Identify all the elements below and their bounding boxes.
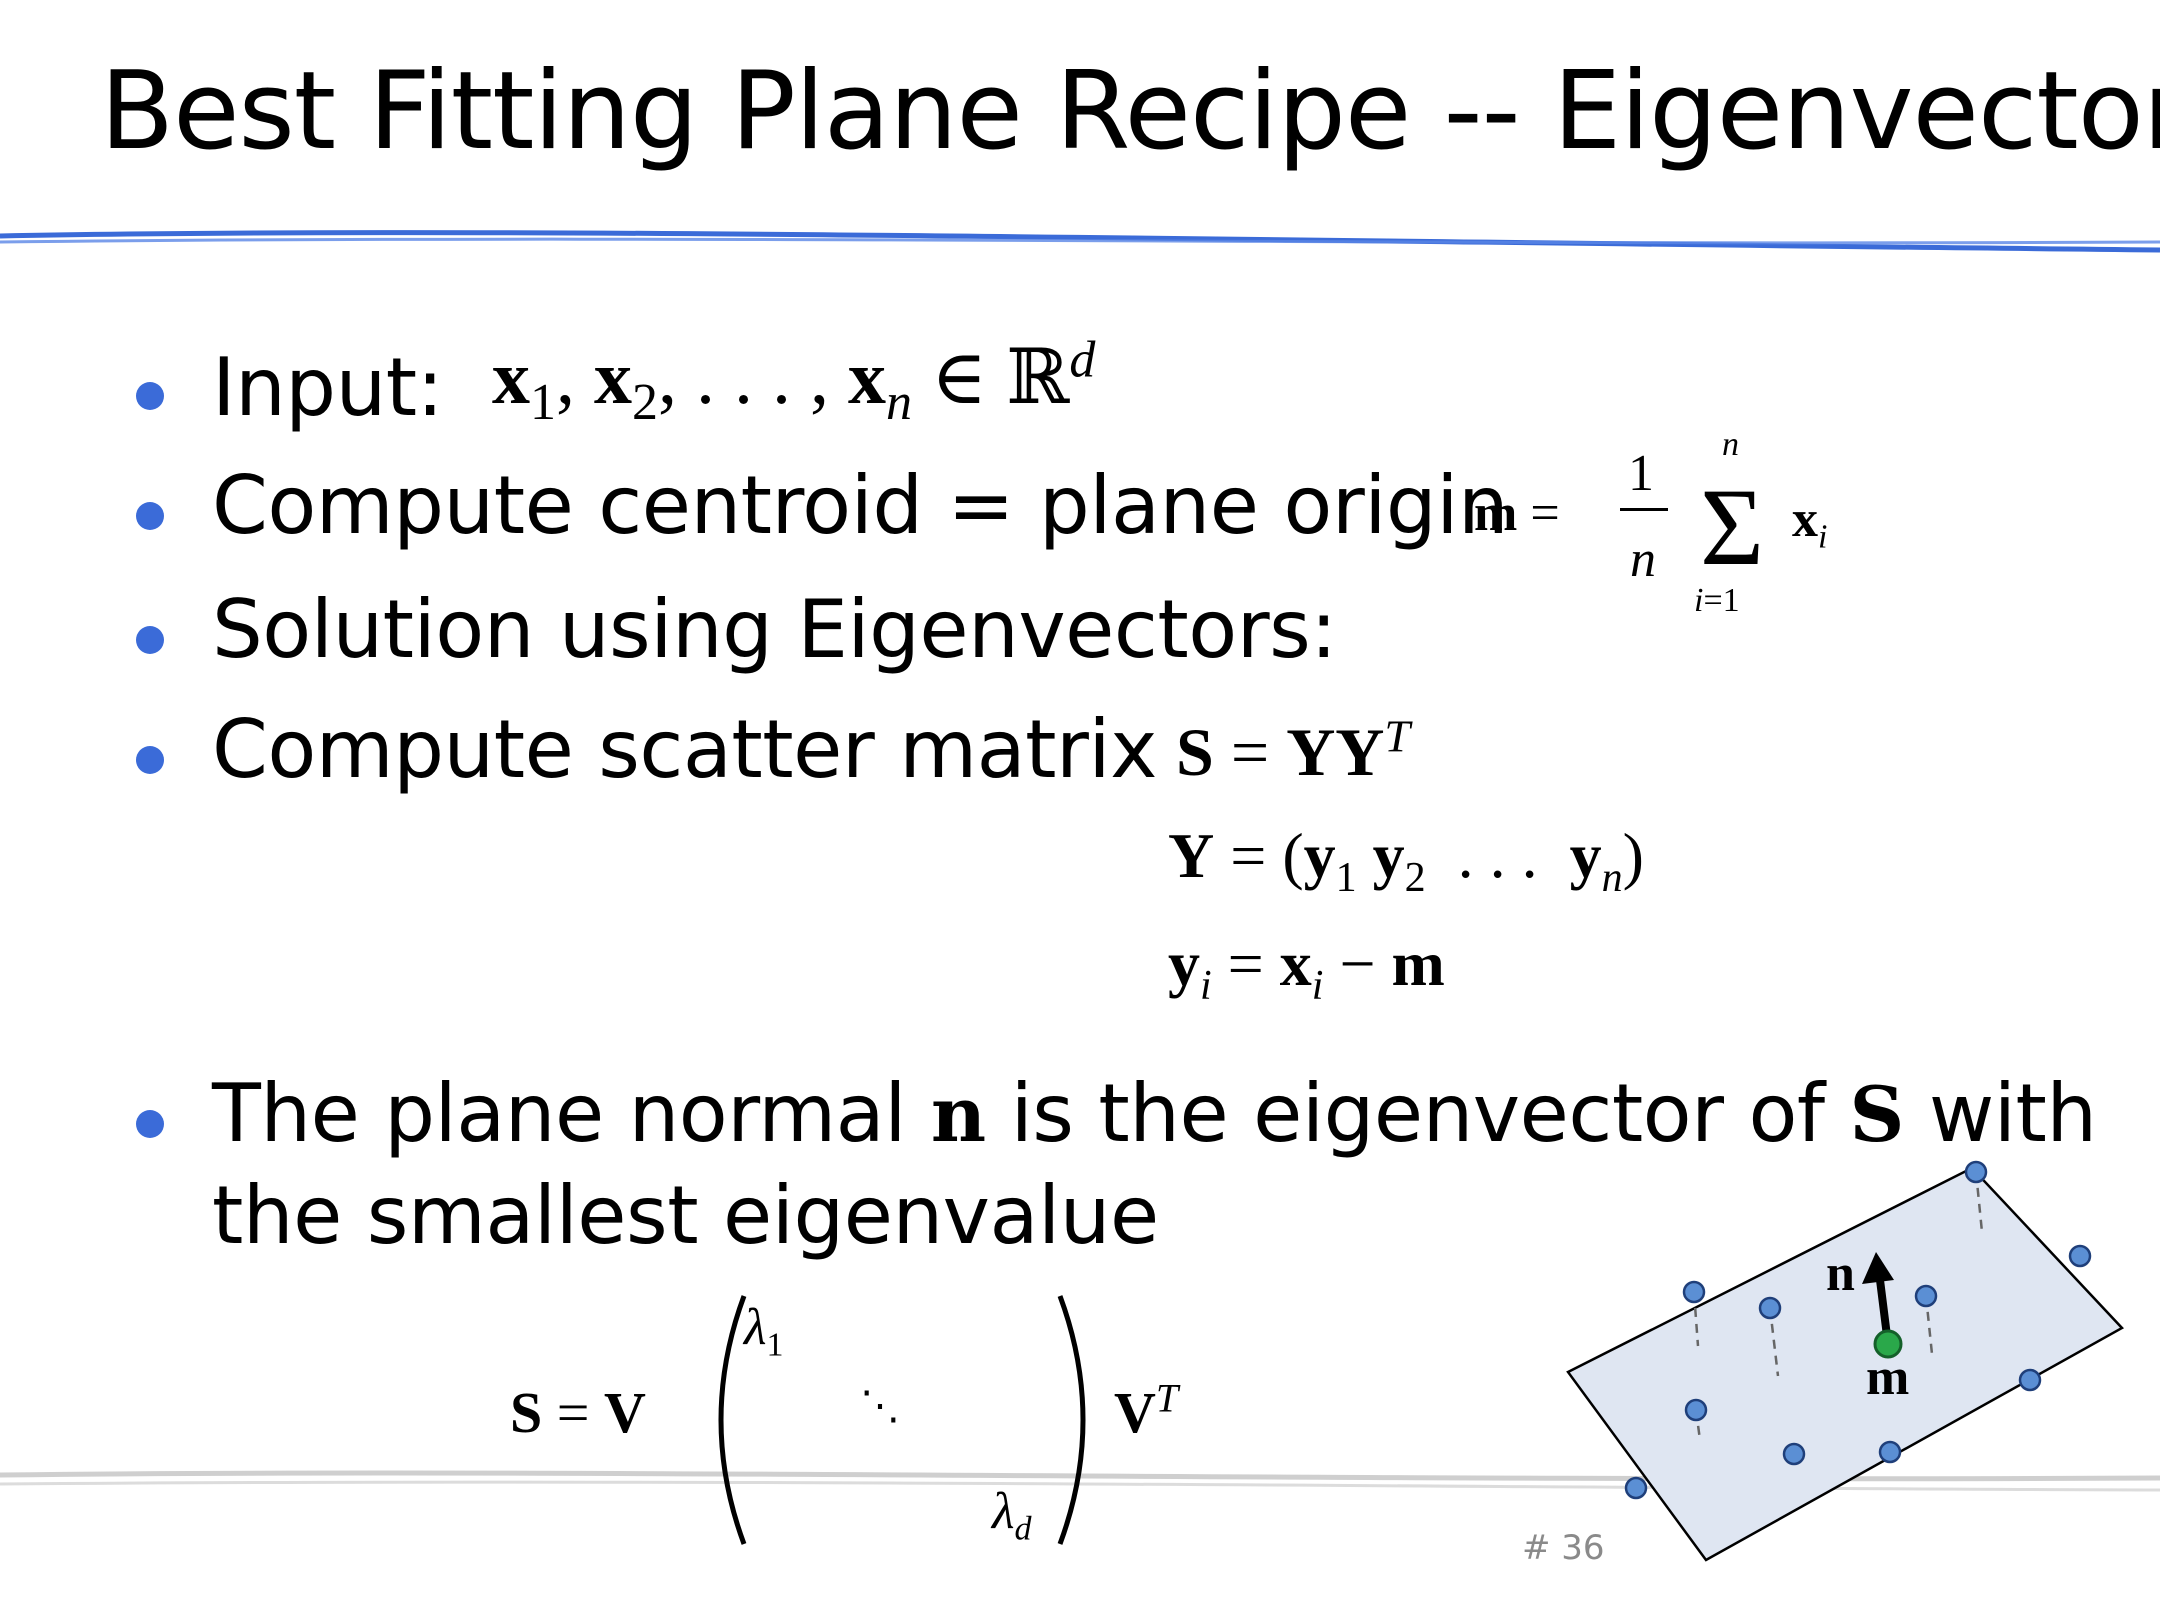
diagonal-dots: ⋱ bbox=[860, 1383, 900, 1428]
bullet-dot bbox=[136, 1110, 164, 1138]
data-point bbox=[1684, 1398, 1708, 1422]
plane-shape bbox=[1566, 1166, 2125, 1562]
data-point bbox=[1624, 1476, 1648, 1500]
bullet-dot bbox=[136, 382, 164, 410]
lambda-1: λ1 bbox=[744, 1299, 784, 1364]
normal-arrow-head bbox=[1862, 1252, 1894, 1284]
data-point bbox=[2018, 1368, 2042, 1392]
sum-sign: Σ bbox=[1700, 466, 1765, 588]
matrix-parentheses bbox=[718, 1295, 1086, 1545]
data-points bbox=[1624, 1160, 2092, 1500]
bullet-scatter-label: Compute scatter matrix bbox=[212, 703, 1157, 796]
bullet-normal-line2: the smallest eigenvalue bbox=[212, 1169, 1159, 1262]
fraction-bar bbox=[1620, 508, 1668, 511]
bullet-normal-line1: The plane normal n is the eigenvector of… bbox=[212, 1067, 2097, 1160]
centroid-equation: m = bbox=[1474, 485, 1560, 542]
bullet-dot bbox=[136, 502, 164, 530]
bullet-solution-label: Solution using Eigenvectors: bbox=[212, 583, 1337, 676]
data-point bbox=[1964, 1160, 1988, 1184]
slide-title: Best Fitting Plane Recipe -- Eigenvector… bbox=[100, 49, 2160, 174]
data-point bbox=[2068, 1244, 2092, 1268]
decomposition-equation: S = V bbox=[510, 1380, 646, 1445]
centroid-label: m bbox=[1866, 1349, 1910, 1406]
bullet-dot bbox=[136, 746, 164, 774]
centroid-point bbox=[1873, 1329, 1903, 1359]
data-point bbox=[1878, 1440, 1902, 1464]
bullet-input-label: Input: bbox=[212, 341, 444, 434]
scatter-equation: S = YYT bbox=[1176, 710, 1410, 790]
y-matrix-equation: Y = (y1 y2 . . . yn) bbox=[1168, 820, 1644, 901]
input-set-equation: x1, x2, . . . , xn ∈ ℝd bbox=[492, 331, 1096, 432]
data-point bbox=[1682, 1280, 1706, 1304]
data-point bbox=[1758, 1296, 1782, 1320]
lambda-d: λd bbox=[992, 1483, 1032, 1548]
data-point bbox=[1914, 1284, 1938, 1308]
page-number: # 36 bbox=[1522, 1528, 1605, 1568]
bullet-centroid-label: Compute centroid = plane origin bbox=[212, 459, 1509, 552]
normal-label: n bbox=[1826, 1245, 1855, 1302]
y-definition-equation: yi = xi − m bbox=[1168, 928, 1445, 1009]
bullet-dot bbox=[136, 626, 164, 654]
data-point bbox=[1782, 1442, 1806, 1466]
